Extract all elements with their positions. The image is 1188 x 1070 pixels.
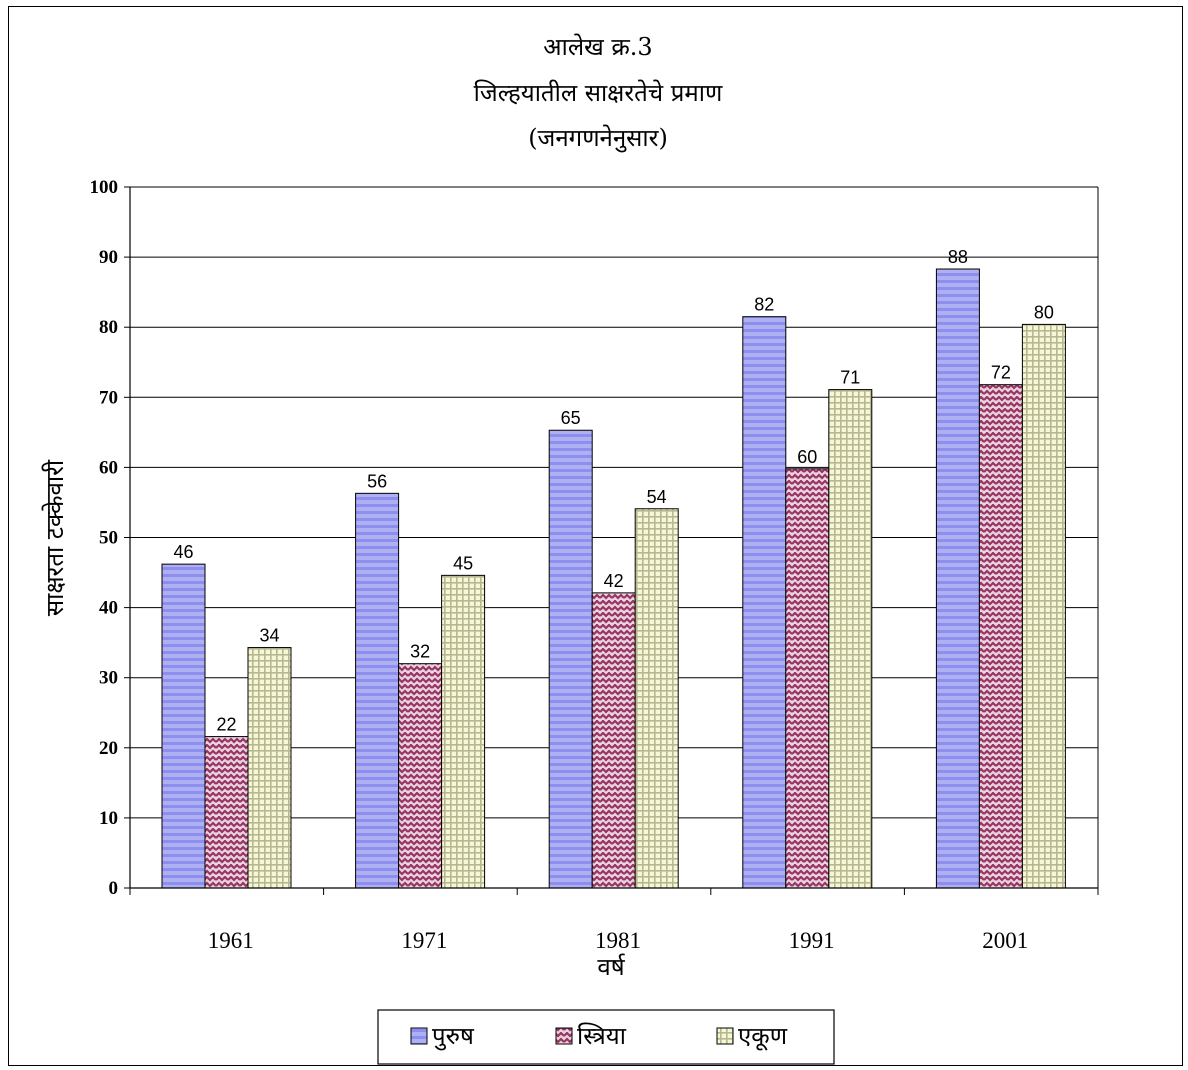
bar-male-2001 (935, 268, 980, 889)
y-tick-label: 10 (99, 808, 118, 829)
legend-label-female: स्त्रिया (577, 1022, 627, 1050)
legend: पुरुष स्त्रिया एकूण (377, 1009, 835, 1065)
x-axis-ticks: 1961 1971 1981 1991 2001 (129, 888, 1099, 953)
y-tick-label: 80 (99, 317, 118, 338)
title-line-3: (जनगणनेनुसार) (528, 124, 668, 153)
bar-male-1981 (548, 429, 593, 889)
y-tick-label: 0 (109, 878, 119, 899)
data-label-female-1981: 42 (604, 571, 624, 591)
bar-total-1981 (634, 508, 679, 889)
bar-female-1971 (398, 663, 443, 889)
y-tick-label: 90 (99, 247, 118, 268)
y-tick-label: 70 (99, 387, 118, 408)
y-tick-label: 40 (99, 598, 118, 619)
y-tick-label: 60 (99, 457, 118, 478)
data-label-total-1991: 71 (840, 368, 860, 388)
y-axis-ticks: 0 10 20 30 40 50 60 70 80 90 100 (90, 177, 130, 899)
x-tick-label: 1981 (595, 928, 641, 953)
data-label-female-1991: 60 (797, 447, 817, 467)
bar-total-2001 (1021, 323, 1066, 889)
bar-female-2001 (978, 384, 1023, 889)
legend-swatch-female (555, 1027, 573, 1045)
legend-swatch-total (716, 1027, 734, 1045)
data-label-female-2001: 72 (991, 363, 1011, 383)
x-axis-label: वर्ष (597, 953, 625, 981)
data-label-total-1971: 45 (453, 553, 473, 573)
data-label-male-1971: 56 (367, 471, 387, 491)
bar-male-1991 (742, 316, 787, 889)
bar-total-1971 (441, 574, 486, 889)
data-labels: 46 22 34 56 32 45 65 42 54 82 60 71 88 72 80 (173, 247, 1053, 735)
legend-box (377, 1009, 835, 1065)
y-tick-label: 100 (90, 177, 119, 198)
bar-male-1971 (355, 492, 400, 889)
legend-label-total: एकूण (738, 1022, 788, 1051)
data-label-total-2001: 80 (1034, 302, 1054, 322)
data-label-male-1961: 46 (173, 542, 193, 562)
bars (161, 268, 1066, 889)
title-line-2: जिल्हयातील साक्षरतेचे प्रमाण (474, 79, 723, 107)
data-label-female-1971: 32 (410, 642, 430, 662)
x-tick-label: 1971 (401, 928, 447, 953)
data-label-male-1991: 82 (754, 295, 774, 315)
bar-female-1991 (785, 468, 830, 889)
bar-total-1991 (828, 389, 873, 889)
bar-female-1981 (591, 592, 636, 889)
bar-total-1961 (247, 647, 292, 889)
axes (129, 187, 1099, 889)
title-line-1: आलेख क्र.3 (543, 33, 652, 61)
y-tick-label: 50 (99, 528, 118, 549)
legend-label-male: पुरुष (432, 1022, 475, 1051)
chart-title: आलेख क्र.3 जिल्हयातील साक्षरतेचे प्रमाण … (474, 33, 723, 153)
bar-female-1961 (204, 736, 249, 889)
y-axis-label: साक्षरता टक्केवारी (41, 459, 69, 616)
data-label-male-2001: 88 (948, 247, 968, 267)
y-tick-label: 30 (99, 668, 118, 689)
x-tick-label: 1961 (208, 928, 254, 953)
data-label-total-1981: 54 (647, 487, 667, 507)
x-tick-label: 2001 (982, 928, 1028, 953)
bar-male-1961 (161, 563, 206, 889)
data-label-total-1961: 34 (259, 626, 279, 646)
data-label-male-1981: 65 (561, 408, 581, 428)
legend-swatch-male (410, 1027, 428, 1045)
x-tick-label: 1991 (789, 928, 835, 953)
data-label-female-1961: 22 (216, 715, 236, 735)
y-tick-label: 20 (99, 738, 118, 759)
